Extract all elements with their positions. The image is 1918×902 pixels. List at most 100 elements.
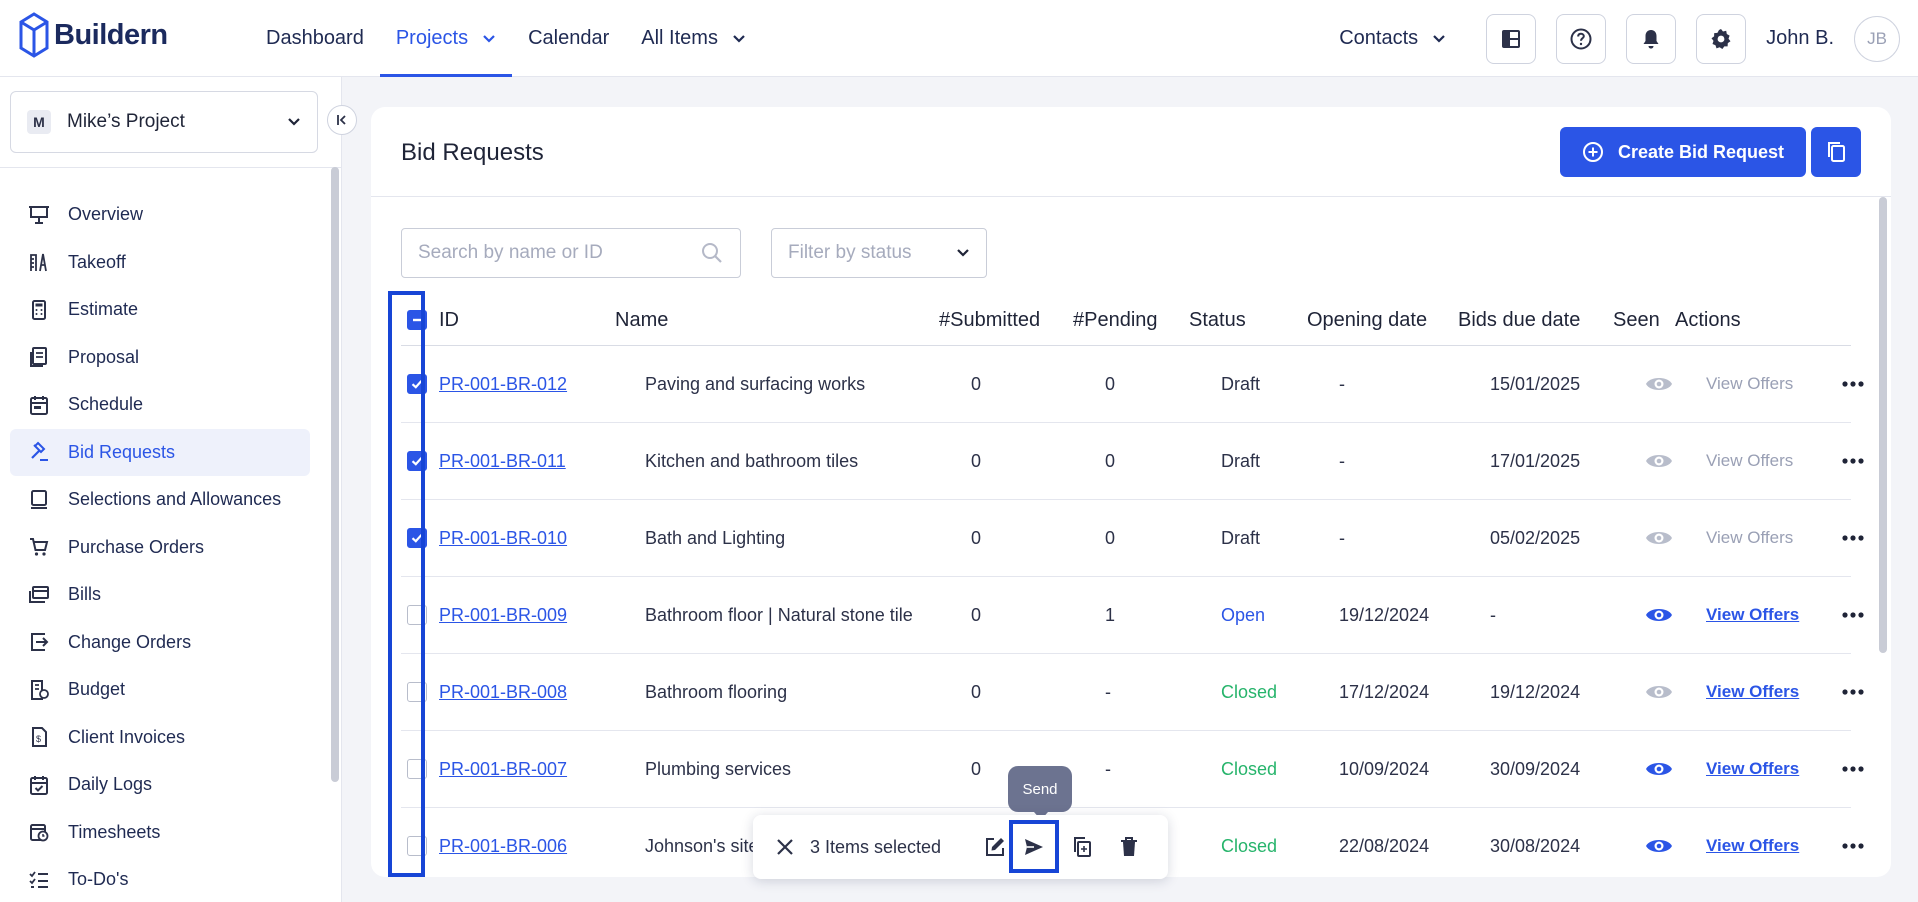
sidebar-item-proposal[interactable]: Proposal bbox=[10, 334, 310, 382]
bulk-edit-button[interactable] bbox=[978, 830, 1012, 864]
sidebar-item-label: Estimate bbox=[68, 299, 139, 320]
column-header-status[interactable]: Status bbox=[1189, 308, 1246, 331]
trash-icon bbox=[1121, 837, 1137, 856]
bids-due-date: 30/08/2024 bbox=[1490, 835, 1581, 856]
view-offers-link[interactable]: View Offers bbox=[1706, 605, 1800, 624]
table-row[interactable]: PR-001-BR-007 Plumbing services 0 - Closed 10… bbox=[401, 731, 1864, 808]
sidebar-scrollbar[interactable] bbox=[331, 167, 339, 782]
row-more-actions[interactable] bbox=[1842, 423, 1864, 499]
close-icon[interactable] bbox=[773, 835, 797, 859]
column-header-bids-due-date[interactable]: Bids due date bbox=[1458, 308, 1581, 331]
table-row[interactable]: PR-001-BR-006 Johnson's site pre Closed 22/… bbox=[401, 808, 1864, 877]
column-header-submitted[interactable]: #Submitted bbox=[939, 308, 1041, 331]
bid-request-id-link[interactable]: PR-001-BR-011 bbox=[439, 450, 566, 471]
sidebar-item-estimate[interactable]: Estimate bbox=[10, 286, 310, 334]
bid-request-id-link[interactable]: PR-001-BR-007 bbox=[439, 758, 568, 779]
sidebar-item-schedule[interactable]: Schedule bbox=[10, 381, 310, 429]
sidebar-item-label: Daily Logs bbox=[68, 774, 153, 795]
table-row[interactable]: PR-001-BR-012 Paving and surfacing works 0… bbox=[401, 346, 1864, 423]
bulk-delete-button[interactable] bbox=[1112, 830, 1146, 864]
sidebar-item-label: Bid Requests bbox=[68, 441, 176, 462]
sidebar-item-client-invoices[interactable]: $ Client Invoices bbox=[10, 714, 310, 762]
ruler-icon bbox=[30, 254, 47, 272]
sidebar-item-selections-allowances[interactable]: Selections and Allowances bbox=[10, 476, 310, 524]
pending-count: - bbox=[1105, 758, 1111, 779]
help-button[interactable] bbox=[1556, 13, 1607, 64]
sidebar-item-bid-requests[interactable]: Bid Requests bbox=[10, 428, 310, 476]
nav-all-items[interactable]: All Items bbox=[625, 0, 762, 77]
row-more-actions[interactable] bbox=[1842, 500, 1864, 576]
sidebar-item-purchase-orders[interactable]: Purchase Orders bbox=[10, 524, 310, 572]
gavel-icon bbox=[31, 441, 48, 462]
sidebar-item-overview[interactable]: Overview bbox=[10, 191, 310, 239]
sidebar-item-bills[interactable]: Bills bbox=[10, 571, 310, 619]
calendar-icon bbox=[30, 395, 48, 415]
status-label: Open bbox=[1221, 604, 1266, 625]
collapse-sidebar-button[interactable] bbox=[327, 105, 357, 135]
table-row[interactable]: PR-001-BR-010 Bath and Lighting 0 0 Draft - 05… bbox=[401, 500, 1864, 577]
bulk-send-button[interactable] bbox=[1017, 830, 1051, 864]
search-input[interactable] bbox=[418, 242, 700, 264]
sidebar-item-timesheets[interactable]: Timesheets bbox=[10, 809, 310, 857]
nav-calendar-label: Calendar bbox=[528, 27, 610, 49]
project-selector[interactable]: M Mike’s Project bbox=[10, 91, 318, 153]
view-offers-link[interactable]: View Offers bbox=[1706, 836, 1800, 855]
search-field[interactable] bbox=[401, 228, 741, 278]
row-more-actions[interactable] bbox=[1842, 577, 1864, 653]
copy-button[interactable] bbox=[1811, 127, 1861, 177]
opening-date: 17/12/2024 bbox=[1339, 681, 1430, 702]
bid-request-id-link[interactable]: PR-001-BR-010 bbox=[439, 527, 568, 548]
sidebar-item-todos[interactable]: To-Do's bbox=[10, 856, 310, 902]
column-header-actions: Actions bbox=[1675, 308, 1741, 331]
column-header-opening-date[interactable]: Opening date bbox=[1307, 308, 1428, 331]
table-row[interactable]: PR-001-BR-008 Bathroom flooring 0 - Closed 17… bbox=[401, 654, 1864, 731]
avatar[interactable]: JB bbox=[1854, 15, 1900, 62]
eye-icon bbox=[1646, 609, 1672, 621]
table-scrollbar[interactable] bbox=[1879, 197, 1887, 653]
sidebar-item-label: Client Invoices bbox=[68, 726, 186, 747]
bulk-duplicate-button[interactable] bbox=[1065, 830, 1099, 864]
nav-dashboard[interactable]: Dashboard bbox=[250, 0, 380, 77]
settings-button[interactable] bbox=[1696, 13, 1747, 64]
layout-button[interactable] bbox=[1486, 13, 1537, 64]
column-header-name[interactable]: Name bbox=[615, 308, 669, 331]
sidebar-item-label: Change Orders bbox=[68, 631, 192, 652]
bid-request-id-link[interactable]: PR-001-BR-008 bbox=[439, 681, 568, 702]
layout-icon bbox=[1502, 29, 1521, 48]
table-row[interactable]: PR-001-BR-011 Kitchen and bathroom tiles 0… bbox=[401, 423, 1864, 500]
table-row[interactable]: PR-001-BR-009 Bathroom floor | Natural st… bbox=[401, 577, 1864, 654]
edit-icon bbox=[986, 838, 1004, 856]
create-bid-request-button[interactable]: Create Bid Request bbox=[1560, 127, 1806, 177]
nav-calendar[interactable]: Calendar bbox=[512, 0, 625, 77]
search-icon[interactable] bbox=[700, 241, 724, 265]
bid-request-id-link[interactable]: PR-001-BR-006 bbox=[439, 835, 568, 856]
view-offers-link[interactable]: View Offers bbox=[1706, 682, 1800, 701]
bids-due-date: 17/01/2025 bbox=[1490, 450, 1581, 471]
change-orders-icon bbox=[31, 633, 49, 652]
bid-request-id-link[interactable]: PR-001-BR-009 bbox=[439, 604, 568, 625]
status-filter-select[interactable]: Filter by status bbox=[771, 228, 987, 278]
bid-request-id-link[interactable]: PR-001-BR-012 bbox=[439, 373, 568, 394]
send-tooltip: Send bbox=[1008, 766, 1072, 820]
row-more-actions[interactable] bbox=[1842, 731, 1864, 807]
row-more-actions[interactable] bbox=[1842, 654, 1864, 730]
sidebar-item-change-orders[interactable]: Change Orders bbox=[10, 619, 310, 667]
column-header-id[interactable]: ID bbox=[439, 308, 459, 331]
row-more-actions[interactable] bbox=[1842, 346, 1864, 422]
brand-logo[interactable]: Buildern bbox=[18, 10, 168, 60]
view-offers-link: View Offers bbox=[1706, 451, 1794, 470]
row-more-actions[interactable] bbox=[1842, 808, 1864, 877]
bid-request-name: Kitchen and bathroom tiles bbox=[645, 450, 859, 471]
nav-projects[interactable]: Projects bbox=[379, 0, 513, 77]
view-offers-link[interactable]: View Offers bbox=[1706, 759, 1800, 778]
sidebar-item-budget[interactable]: Budget bbox=[10, 666, 310, 714]
seen-indicator bbox=[1645, 577, 1673, 653]
more-horizontal-icon bbox=[1842, 381, 1864, 387]
sidebar-item-takeoff[interactable]: Takeoff bbox=[10, 239, 310, 287]
sidebar-item-daily-logs[interactable]: Daily Logs bbox=[10, 761, 310, 809]
bids-due-date: - bbox=[1490, 604, 1496, 625]
notifications-button[interactable] bbox=[1626, 13, 1677, 64]
username[interactable]: John B. bbox=[1766, 27, 1834, 49]
contacts-menu[interactable]: Contacts bbox=[1339, 27, 1446, 50]
column-header-pending[interactable]: #Pending bbox=[1073, 308, 1158, 331]
